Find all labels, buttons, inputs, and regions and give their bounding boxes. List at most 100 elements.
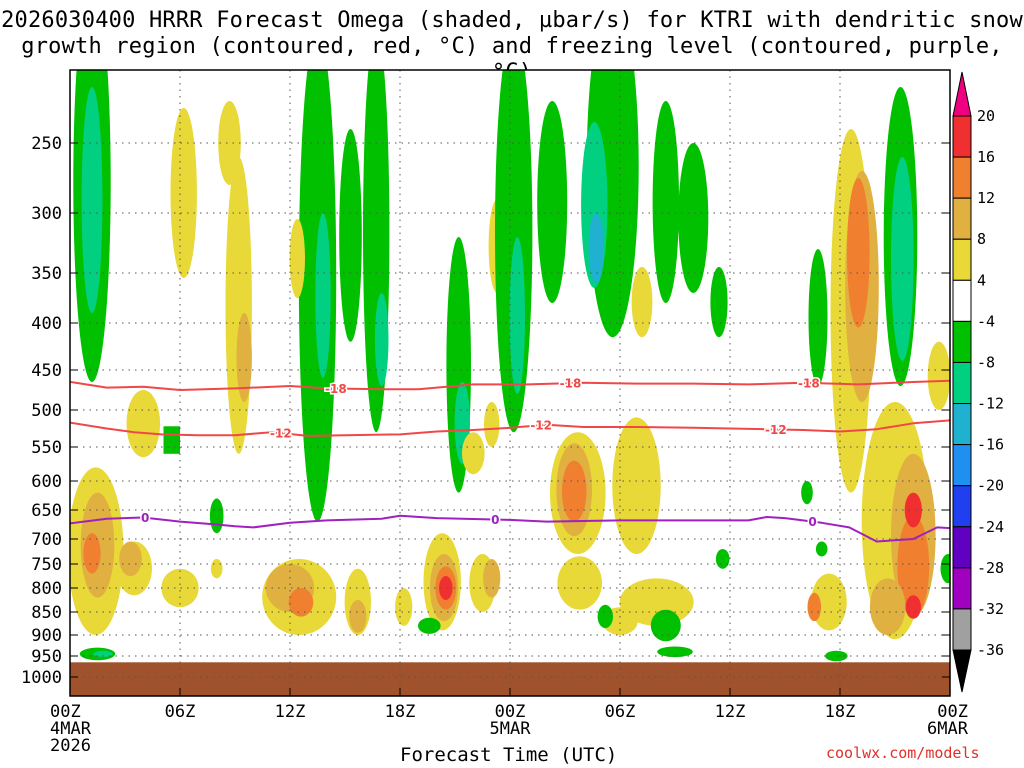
omega-region-9	[339, 129, 362, 342]
omega-region-20	[537, 101, 568, 303]
omega-region-69	[93, 650, 113, 658]
contour-label-0-0: 0	[141, 511, 149, 525]
omega-region-48	[288, 588, 314, 617]
omega-region-26	[678, 143, 709, 293]
omega-region-44	[119, 541, 142, 577]
omega-region-66	[807, 592, 822, 622]
contour-label--18-1: -18	[560, 377, 582, 391]
x-tick-label-48: 00Z	[937, 702, 968, 722]
x-tick-label-30: 06Z	[605, 702, 636, 722]
omega-region-45	[161, 568, 199, 608]
colorbar-label-1: 16	[977, 148, 995, 166]
omega-region-1	[81, 87, 103, 313]
y-tick-label-900: 900	[31, 626, 62, 646]
omega-region-33	[891, 156, 914, 361]
contour-0	[70, 514, 950, 543]
colorbar-label-2: 12	[977, 189, 995, 207]
omega-region-50	[349, 600, 367, 633]
y-tick-label-400: 400	[31, 314, 62, 334]
y-tick-label-450: 450	[31, 361, 62, 381]
colorbar-label-8: -16	[977, 436, 1004, 454]
colorbar-label-4: 4	[977, 271, 986, 289]
colorbar-bin-0	[952, 115, 972, 158]
omega-region-38	[904, 492, 922, 528]
colorbar-label-13: -36	[977, 641, 1004, 659]
omega-region-57	[483, 559, 501, 598]
x-tick-sublabel-48-0: 6MAR	[927, 719, 969, 739]
x-axis-label: Forecast Time (UTC)	[400, 744, 618, 766]
omega-region-79	[210, 559, 223, 579]
omega-region-76	[801, 481, 813, 505]
y-tick-label-700: 700	[31, 530, 62, 550]
colorbar-bin-3	[952, 238, 972, 281]
colorbar-bin-6	[952, 361, 972, 405]
omega-region-19	[509, 237, 525, 394]
contour-label--12-1: -12	[530, 419, 552, 433]
contour-label--18-2: -18	[798, 376, 820, 390]
y-axis: 250 300 350 400 450 500 550 600 650 700 750 800 850 9…	[21, 134, 950, 688]
colorbar-bin-9	[952, 485, 972, 528]
contour-label--12-0: -12	[270, 427, 292, 441]
omega-region-55	[439, 576, 453, 600]
colorbar-label-5: -4	[977, 312, 995, 330]
colorbar-bin-1	[952, 156, 972, 199]
chart-title: 2026030400 HRRR Forecast Omega (shaded, …	[0, 8, 1024, 86]
colorbar-bin-8	[952, 444, 972, 487]
temperature-contours: -18 -18 -18 -12 -12 -12 0 0 0	[70, 375, 950, 543]
y-tick-label-650: 650	[31, 501, 62, 521]
omega-region-4	[225, 157, 252, 454]
contour-label--12-2: -12	[765, 423, 787, 437]
x-tick-sublabel-24-0: 5MAR	[490, 719, 532, 739]
y-tick-label-750: 750	[31, 555, 62, 575]
y-tick-label-950: 950	[31, 647, 62, 667]
omega-region-28	[808, 249, 828, 386]
omega-region-72	[650, 609, 681, 642]
omega-shading	[70, 70, 950, 662]
omega-region-42	[83, 533, 101, 574]
colorbar-top-triangle	[952, 71, 972, 117]
x-tick-label-12: 12Z	[275, 702, 306, 722]
omega-region-6	[126, 390, 161, 458]
y-tick-label-300: 300	[31, 204, 62, 224]
title-line-2: growth region (contoured, red, °C) and f…	[21, 34, 1003, 85]
omega-region-75	[715, 549, 730, 569]
credit-text: coolwx.com/models	[826, 744, 980, 762]
omega-region-31	[847, 178, 870, 328]
omega-region-74	[825, 650, 848, 662]
omega-region-5	[236, 313, 252, 402]
colorbar-bin-2	[952, 197, 972, 240]
omega-region-2	[170, 108, 197, 278]
colorbar-bin-4	[952, 279, 972, 322]
omega-region-23	[588, 213, 604, 283]
colorbar-label-12: -32	[977, 600, 1004, 618]
omega-region-60	[561, 460, 587, 522]
colorbar-bin-7	[952, 403, 972, 446]
colorbar: 20 16 12 8 4 -4 -8 -12 -16 -20 -24 -28 -32 -36	[952, 71, 1004, 693]
omega-region-78	[209, 498, 224, 534]
omega-region-67	[869, 578, 906, 635]
x-tick-label-18: 18Z	[385, 702, 416, 722]
y-tick-label-850: 850	[31, 603, 62, 623]
colorbar-label-0: 20	[977, 107, 995, 125]
x-tick-label-6: 06Z	[165, 702, 196, 722]
x-tick-sublabel-0-0: 4MAR	[50, 719, 92, 739]
omega-region-73	[657, 646, 693, 658]
y-tick-label-500: 500	[31, 401, 62, 421]
contour--18	[70, 379, 950, 391]
x-tick-label-0: 00Z	[50, 702, 81, 722]
colorbar-label-3: 8	[977, 230, 986, 248]
colorbar-label-10: -24	[977, 518, 1004, 536]
omega-region-12	[289, 219, 305, 298]
x-tick-label-36: 12Z	[715, 702, 746, 722]
colorbar-bin-11	[952, 567, 972, 610]
contour-label--18-0: -18	[325, 382, 347, 396]
omega-region-15	[462, 432, 485, 475]
colorbar-label-7: -12	[977, 395, 1004, 413]
omega-region-25	[652, 101, 679, 303]
omega-rect-0	[163, 426, 180, 454]
omega-region-16	[484, 402, 500, 447]
omega-region-8	[315, 213, 331, 378]
grid-lines	[70, 70, 950, 696]
omega-region-71	[597, 604, 613, 629]
